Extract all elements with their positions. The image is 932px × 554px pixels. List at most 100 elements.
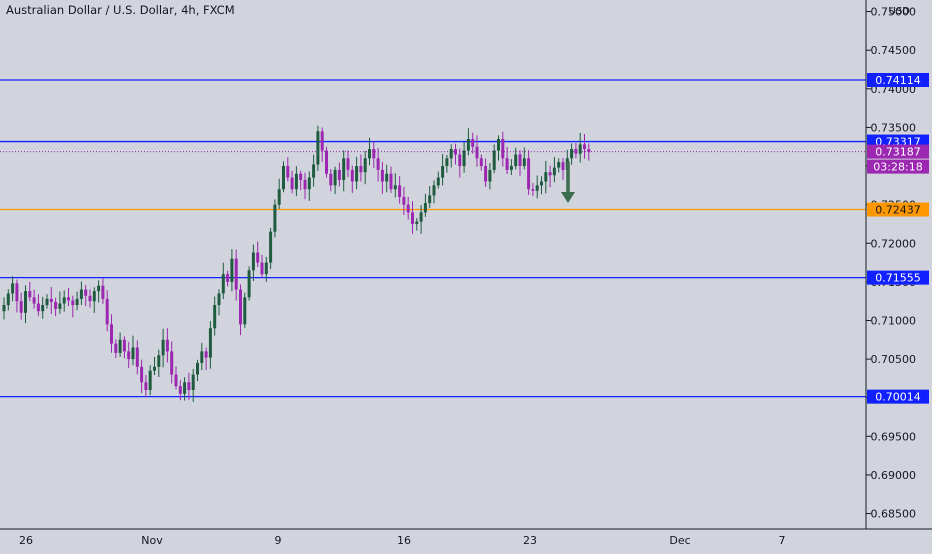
bear-candle — [187, 372, 191, 400]
bull-candle — [312, 154, 316, 187]
arrow-annotation — [561, 161, 575, 204]
candle-body — [557, 162, 561, 168]
candle-body — [260, 262, 264, 275]
candle-body — [54, 301, 58, 309]
candle-body — [402, 196, 406, 205]
bear-candle — [110, 314, 113, 353]
price-axis-labels: 0.750000.745000.740000.735000.730000.725… — [867, 6, 929, 521]
bull-candle — [423, 193, 427, 217]
bear-candle — [380, 161, 384, 194]
candle-body — [462, 150, 466, 167]
bull-candle — [540, 176, 543, 195]
last-price-label: 0.73187 — [875, 146, 921, 159]
bull-candle — [294, 166, 298, 197]
bull-candle — [522, 147, 526, 170]
bear-candle — [587, 143, 591, 161]
bull-candle — [118, 332, 122, 357]
bear-candle — [475, 135, 479, 167]
bear-candle — [583, 134, 586, 159]
bear-candle — [170, 341, 174, 384]
bull-candle — [251, 244, 255, 282]
time-tick-label: 16 — [397, 534, 411, 547]
candle-body — [256, 252, 260, 263]
candle-body — [45, 298, 49, 306]
bear-candle — [501, 131, 505, 167]
candle-body — [484, 166, 488, 182]
candle-body — [243, 297, 247, 325]
bull-candle — [492, 144, 496, 174]
bear-candle — [165, 328, 169, 363]
bull-candle — [509, 159, 513, 176]
countdown-label: 03:28:18 — [873, 161, 922, 174]
candle-body — [264, 262, 268, 275]
bull-candle — [445, 154, 449, 173]
candle-body — [165, 339, 169, 352]
time-axis-labels: 26 Nov 9 16 23 Dec 7 — [19, 534, 786, 547]
candle-body — [208, 328, 212, 358]
currency-label: USD — [889, 6, 911, 17]
bull-candle — [58, 291, 62, 314]
bear-candle — [320, 127, 324, 162]
candle-body — [492, 150, 496, 170]
price-tick-label: 0.72000 — [871, 237, 917, 250]
bear-candle — [127, 341, 131, 369]
bull-candle — [97, 280, 101, 303]
bear-candle — [105, 290, 109, 332]
candle-body — [174, 374, 178, 387]
candle-body — [359, 166, 363, 173]
bull-candle — [264, 256, 268, 282]
bear-candle — [286, 157, 290, 182]
bear-candle — [135, 340, 139, 375]
bull-candle — [441, 154, 445, 186]
candle-body — [441, 166, 445, 178]
candle-body — [488, 169, 492, 182]
candle-body — [393, 185, 397, 190]
bull-candle — [153, 356, 156, 375]
candles — [2, 125, 591, 402]
level-price-tag — [867, 389, 929, 404]
candle-body — [454, 149, 457, 155]
candle-body — [411, 212, 414, 224]
bear-candle — [88, 289, 92, 308]
candle-body — [299, 173, 303, 180]
bear-candle — [49, 287, 53, 315]
candle-body — [449, 149, 453, 159]
level-price-label: 0.72437 — [875, 204, 921, 217]
candle-body — [445, 158, 449, 167]
candle-body — [239, 289, 242, 325]
candle-body — [471, 139, 475, 147]
bull-candle — [497, 135, 500, 161]
candle-body — [312, 164, 316, 178]
candle-body — [325, 150, 328, 174]
bull-candle — [432, 180, 436, 204]
candle-body — [350, 169, 354, 182]
candle-body — [200, 351, 204, 363]
candle-body — [548, 172, 552, 176]
candle-body — [389, 173, 393, 190]
bull-candle — [148, 365, 152, 396]
bear-candle — [122, 336, 126, 359]
bull-candle — [282, 161, 285, 193]
candle-body — [337, 169, 341, 180]
bull-candle — [557, 158, 561, 173]
bull-candle — [363, 150, 367, 185]
price-tick-label: 0.69500 — [871, 430, 917, 443]
bear-candle — [329, 168, 333, 192]
candle-body — [578, 144, 582, 154]
countdown-tag — [867, 159, 929, 174]
candle-body — [587, 149, 591, 153]
bear-candle — [15, 279, 19, 313]
candle-body — [333, 169, 337, 186]
bull-candle — [213, 296, 217, 336]
bear-candle — [28, 281, 32, 302]
bear-candle — [299, 170, 303, 191]
bull-candle — [385, 164, 389, 193]
candle-body — [32, 297, 36, 304]
bear-candle — [144, 375, 148, 398]
candle-body — [49, 298, 53, 302]
candle-body — [552, 167, 556, 176]
bear-candle — [290, 170, 294, 194]
candle-body — [531, 189, 535, 191]
